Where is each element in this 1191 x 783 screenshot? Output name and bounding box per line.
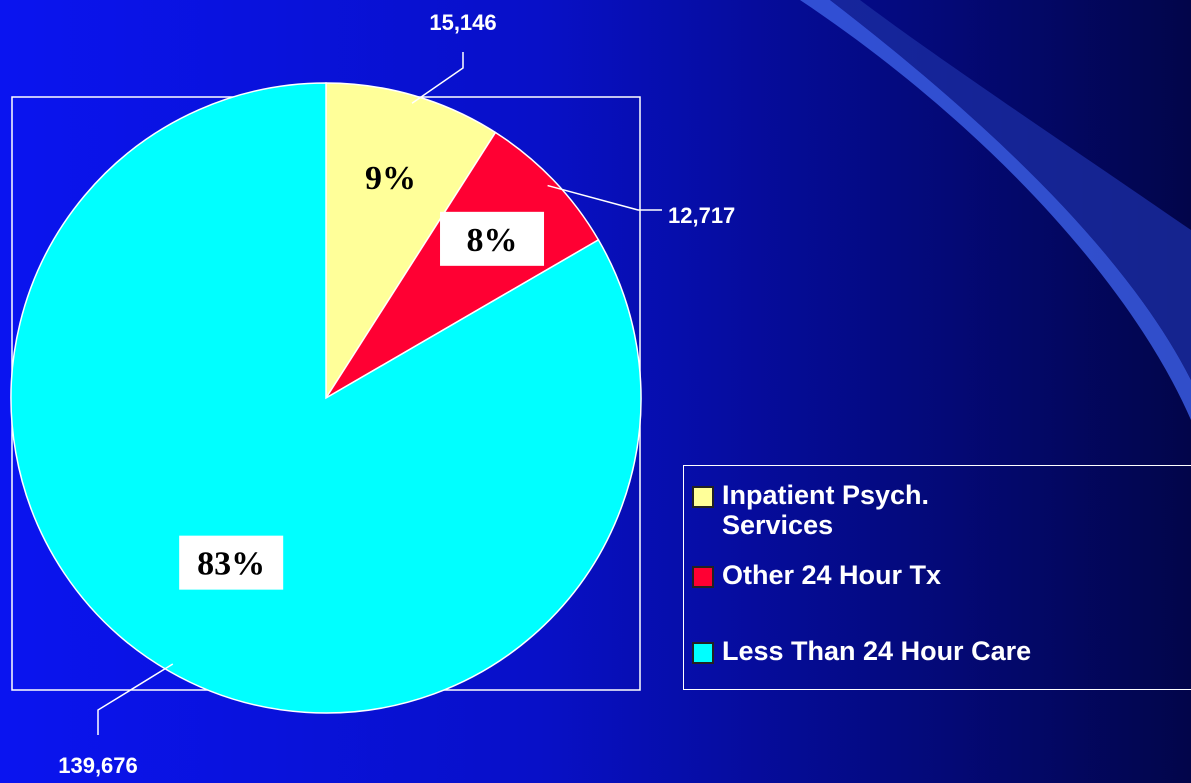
leader-line [97, 663, 174, 735]
legend-swatch [692, 486, 714, 508]
legend-entry: Other 24 Hour Tx [692, 560, 941, 590]
percent-label-box [440, 211, 545, 266]
percent-label: 9% [365, 160, 416, 197]
pie-slice [325, 82, 497, 401]
percent-label: 8% [467, 222, 518, 259]
percent-label: 83% [197, 546, 265, 583]
legend-swatch [692, 566, 714, 588]
legend-label: Less Than 24 Hour Care [722, 636, 1032, 666]
decoration [830, 0, 1191, 380]
value-label: 139,676 [58, 753, 138, 778]
pie-slice [10, 82, 642, 714]
legend-entry: Inpatient Psych. Services [692, 480, 1022, 540]
legend-label: Other 24 Hour Tx [722, 560, 942, 590]
value-label: 12,717 [668, 203, 735, 228]
value-label: 15,146 [429, 10, 496, 35]
leader-line [411, 52, 464, 104]
legend-swatch [692, 642, 714, 664]
percent-label-box [179, 535, 284, 590]
legend-label: Inpatient Psych. Services [722, 480, 930, 540]
legend-entry: Less Than 24 Hour Care [692, 636, 1031, 666]
leader-line [547, 184, 662, 211]
legend: Inpatient Psych. Services Other 24 Hour T… [683, 465, 1191, 690]
